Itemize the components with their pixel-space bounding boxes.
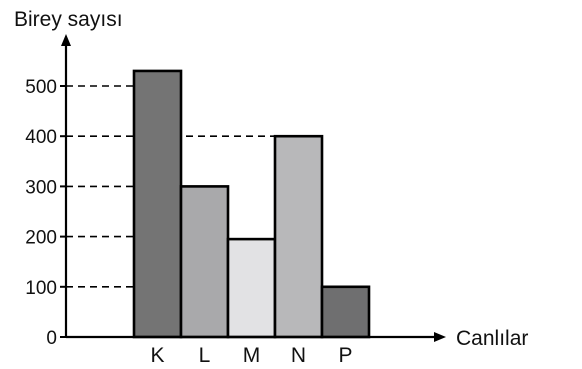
y-tick-label: 300	[25, 177, 57, 198]
bar-k	[132, 69, 183, 339]
bar-m	[226, 237, 277, 339]
bar-n	[273, 134, 324, 339]
x-tick-label: P	[338, 344, 352, 367]
bar-l	[179, 185, 230, 339]
y-tick-label: 0	[46, 328, 57, 349]
y-axis-arrow-icon	[61, 34, 71, 46]
y-tick-label: 400	[25, 127, 57, 148]
x-tick-label: K	[150, 344, 164, 367]
x-axis-title: Canlılar	[456, 327, 528, 350]
y-tick-label: 500	[25, 77, 57, 98]
bar-p	[320, 285, 371, 339]
bars	[132, 69, 371, 339]
x-tick-label: N	[291, 344, 306, 367]
y-ticks: 0 100 200 300 400 500	[25, 77, 66, 349]
y-tick-label: 200	[25, 228, 57, 249]
x-tick-label: M	[243, 344, 261, 367]
x-axis-arrow-icon	[434, 332, 446, 342]
y-tick-label: 100	[25, 278, 57, 299]
y-axis-title: Birey sayısı	[14, 8, 123, 31]
x-tick-label: L	[199, 344, 211, 367]
